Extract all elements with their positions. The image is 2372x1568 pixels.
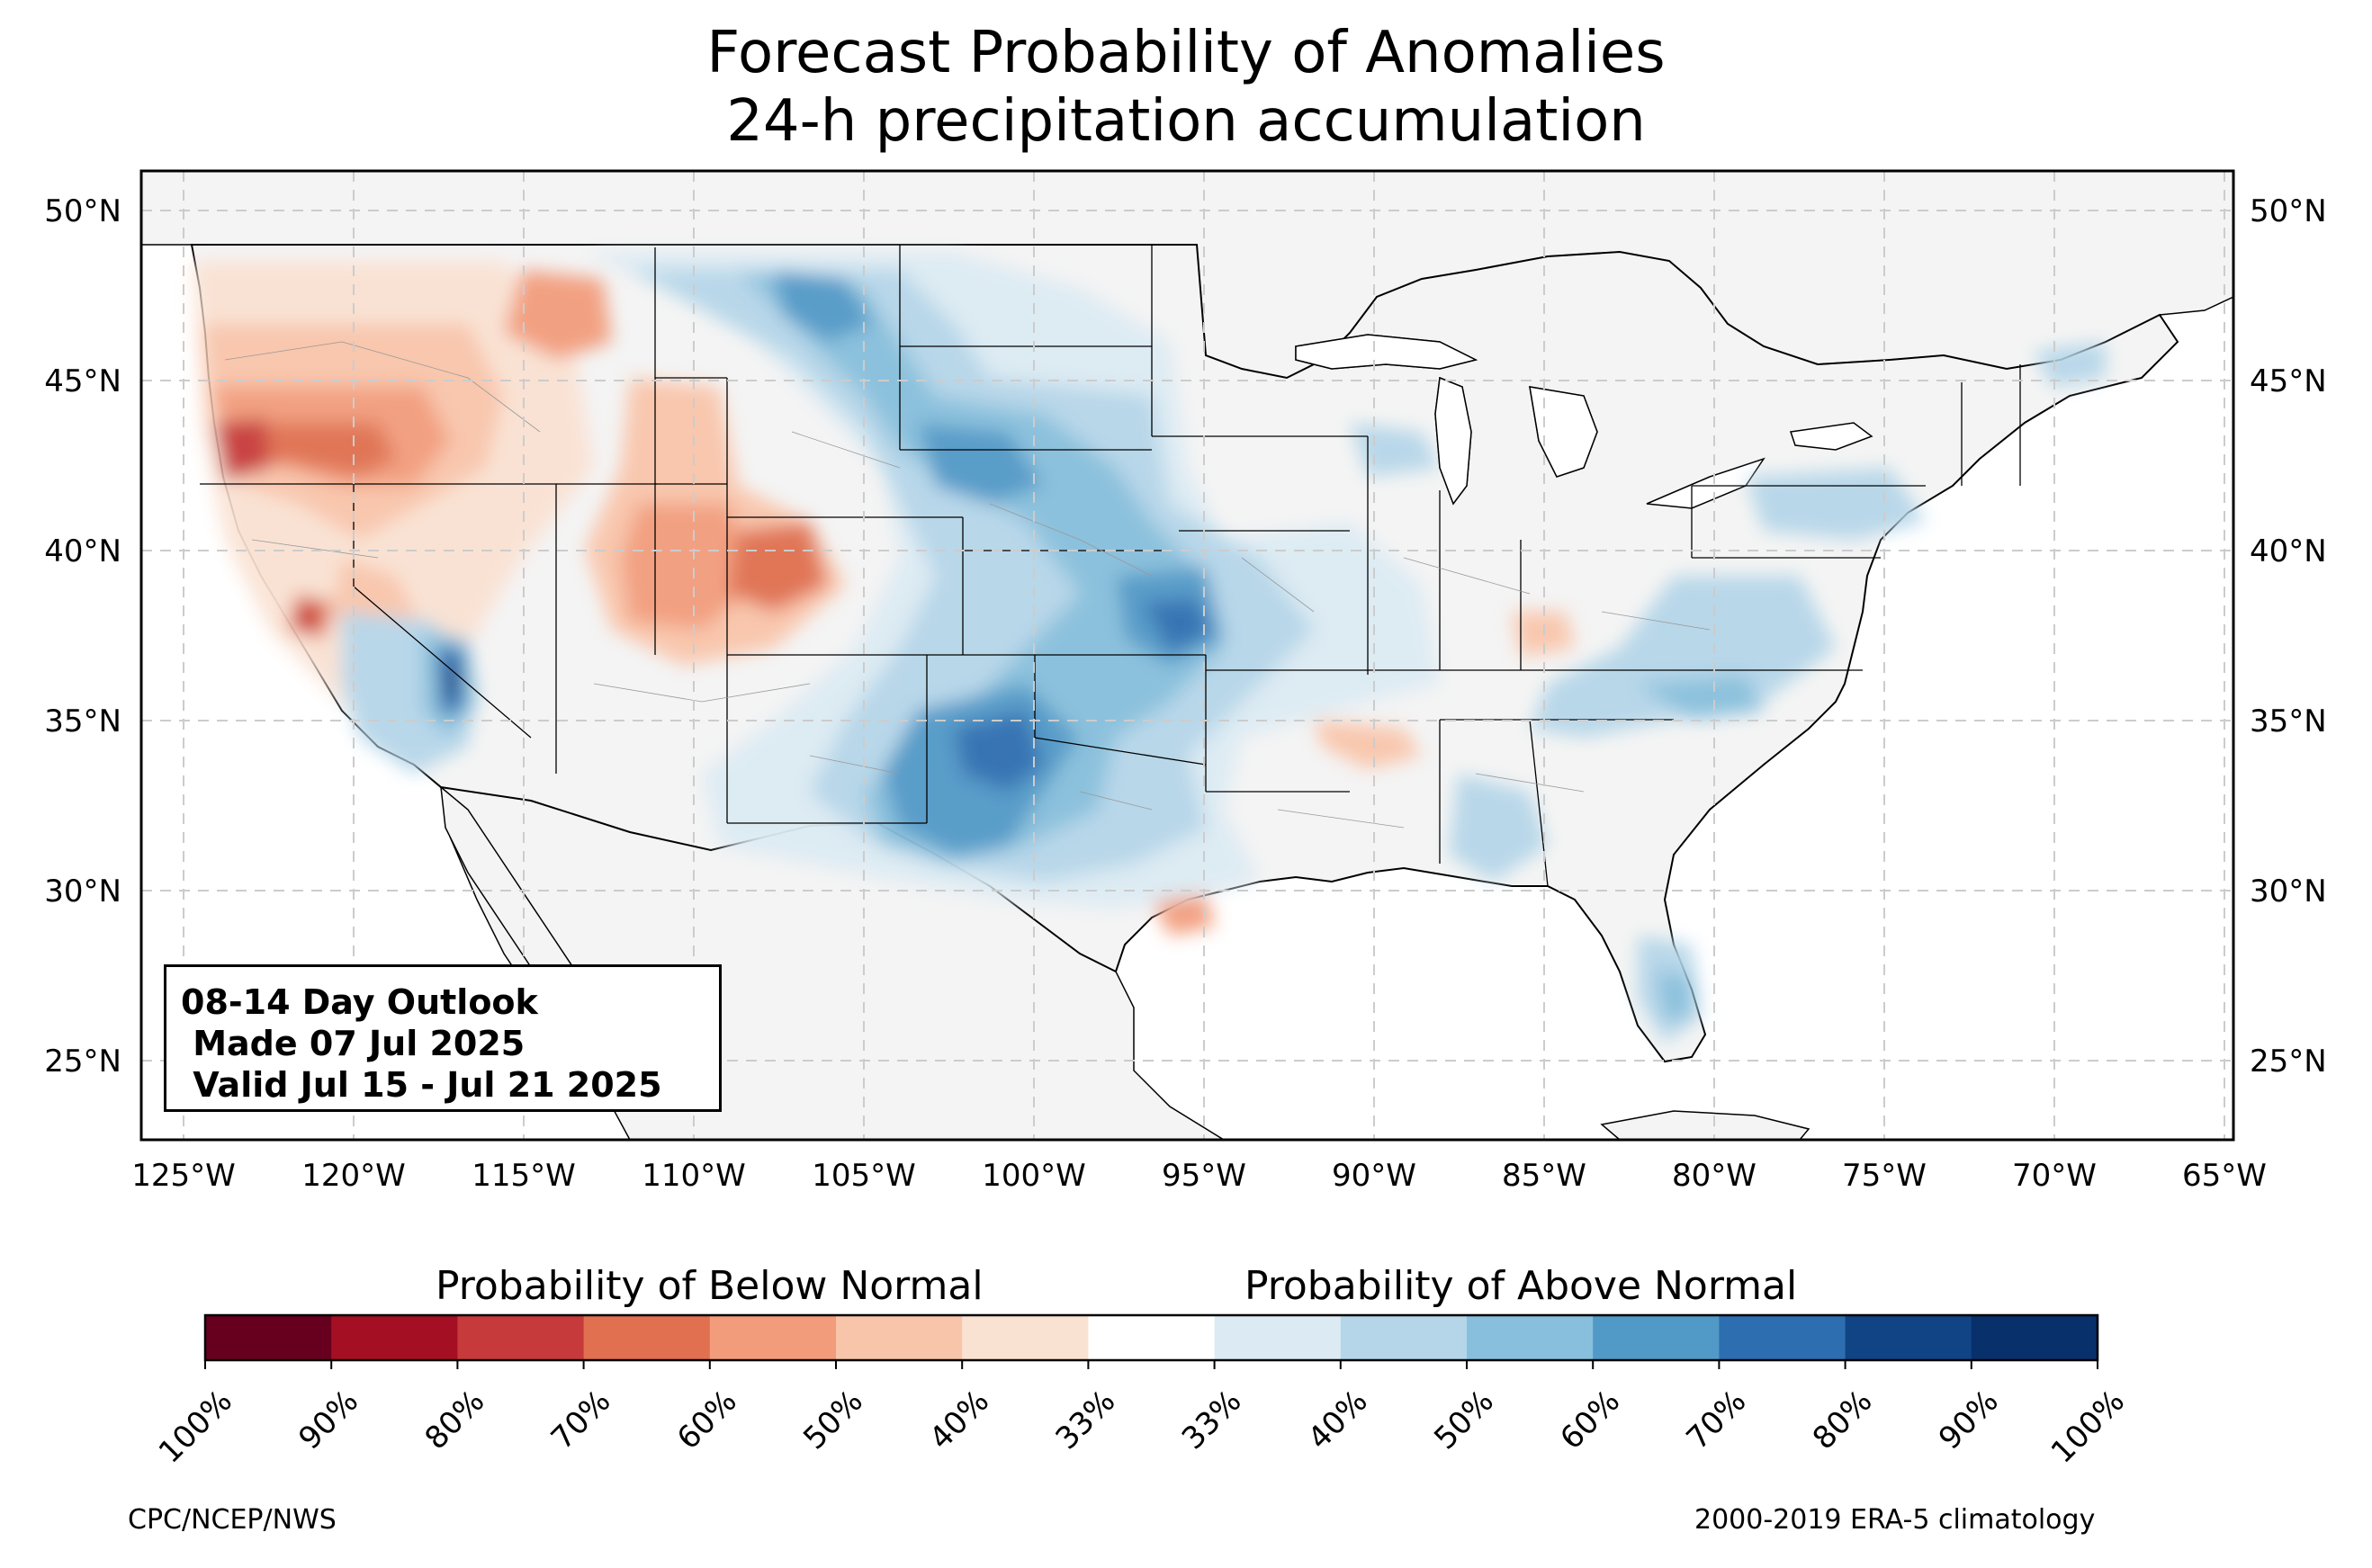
above-normal-label: Probability of Above Normal bbox=[1244, 1263, 1798, 1309]
lat-label-right: 50°N bbox=[2250, 193, 2327, 229]
colorbar-swatch bbox=[836, 1315, 963, 1360]
colorbar-border bbox=[203, 1313, 2099, 1362]
county-boundaries bbox=[224, 341, 1711, 829]
colorbar-tick-label: 70% bbox=[1680, 1384, 1754, 1457]
lon-label: 125°W bbox=[131, 1158, 236, 1194]
colorbar-tick-label: 33% bbox=[1049, 1384, 1123, 1457]
lat-label-right: 25°N bbox=[2250, 1044, 2327, 1080]
colorbar-swatch bbox=[583, 1315, 711, 1360]
made-date: Made 07 Jul 2025 bbox=[181, 1024, 526, 1063]
graticule bbox=[141, 171, 2233, 1140]
climatology-credit: 2000-2019 ERA-5 climatology bbox=[1694, 1504, 2096, 1536]
lon-label: 80°W bbox=[1672, 1158, 1757, 1194]
lat-label: 25°N bbox=[44, 1044, 121, 1080]
lon-label: 120°W bbox=[301, 1158, 406, 1194]
lon-label: 110°W bbox=[642, 1158, 746, 1194]
source-credit: CPC/NCEP/NWS bbox=[128, 1504, 337, 1536]
colorbar-tick-label: 90% bbox=[1932, 1384, 2006, 1457]
valid-dates: Valid Jul 15 - Jul 21 2025 bbox=[181, 1065, 662, 1105]
lat-label: 30°N bbox=[44, 874, 121, 909]
colorbar-swatch bbox=[1340, 1315, 1468, 1360]
colorbar-swatch bbox=[962, 1315, 1089, 1360]
colorbar-swatch bbox=[1467, 1315, 1594, 1360]
below-normal-label: Probability of Below Normal bbox=[436, 1263, 984, 1309]
lon-label: 85°W bbox=[1502, 1158, 1586, 1194]
colorbar-tick-label: 40% bbox=[1301, 1384, 1375, 1457]
colorbar-tick-label: 60% bbox=[670, 1384, 744, 1457]
colorbar-tick-label: 80% bbox=[1806, 1384, 1880, 1457]
colorbar: 100% 90% 80% 70% 60% 50% 40% 33% 33% 40% 50% 60% 70%… bbox=[152, 1313, 2132, 1471]
colorbar-swatch bbox=[1719, 1315, 1846, 1360]
lon-label: 100°W bbox=[982, 1158, 1086, 1194]
outlook-period: 08-14 Day Outlook bbox=[181, 982, 538, 1022]
colorbar-swatch bbox=[457, 1315, 585, 1360]
lon-label: 70°W bbox=[2012, 1158, 2097, 1194]
colorbar-swatch bbox=[1593, 1315, 1720, 1360]
colorbar-swatch bbox=[1214, 1315, 1342, 1360]
colorbar-tick-label: 60% bbox=[1553, 1384, 1627, 1457]
lat-label-right: 35°N bbox=[2250, 703, 2327, 739]
colorbar-tick-label: 100% bbox=[2044, 1384, 2132, 1471]
lat-label-right: 40°N bbox=[2250, 533, 2327, 569]
lat-label: 40°N bbox=[44, 533, 121, 569]
lat-label: 45°N bbox=[44, 363, 121, 399]
map-subtitle: 24-h precipitation accumulation bbox=[726, 88, 1646, 155]
colorbar-swatch bbox=[709, 1315, 837, 1360]
colorbar-tick-label: 50% bbox=[1427, 1384, 1501, 1457]
lat-label-right: 45°N bbox=[2250, 363, 2327, 399]
colorbar-tick-label: 40% bbox=[922, 1384, 996, 1457]
lon-label: 105°W bbox=[812, 1158, 916, 1194]
colorbar-swatch bbox=[331, 1315, 458, 1360]
outlook-info-box: 08-14 Day Outlook Made 07 Jul 2025 Valid… bbox=[164, 964, 722, 1112]
lat-label: 50°N bbox=[44, 193, 121, 229]
cuba-land bbox=[1600, 1110, 1810, 1140]
lat-label: 35°N bbox=[44, 703, 121, 739]
colorbar-tick-label: 33% bbox=[1175, 1384, 1249, 1457]
lat-label-right: 30°N bbox=[2250, 874, 2327, 909]
above-normal-shading bbox=[342, 252, 2106, 1044]
map-title: Forecast Probability of Anomalies bbox=[706, 20, 1666, 86]
colorbar-swatch bbox=[205, 1315, 332, 1360]
map-frame bbox=[139, 169, 2235, 1142]
colorbar-tick-label: 90% bbox=[292, 1384, 365, 1457]
colorbar-swatch bbox=[1845, 1315, 1972, 1360]
lon-label: 95°W bbox=[1162, 1158, 1246, 1194]
colorbar-tick-label: 100% bbox=[152, 1384, 239, 1471]
lon-label: 90°W bbox=[1332, 1158, 1416, 1194]
colorbar-swatch bbox=[1971, 1315, 2098, 1360]
lon-label: 75°W bbox=[1842, 1158, 1927, 1194]
lon-label: 115°W bbox=[472, 1158, 576, 1194]
colorbar-tick-label: 80% bbox=[418, 1384, 492, 1457]
colorbar-swatch bbox=[1088, 1315, 1216, 1360]
colorbar-tick-label: 50% bbox=[796, 1384, 870, 1457]
colorbar-tick-label: 70% bbox=[544, 1384, 618, 1457]
lon-label: 65°W bbox=[2182, 1158, 2267, 1194]
